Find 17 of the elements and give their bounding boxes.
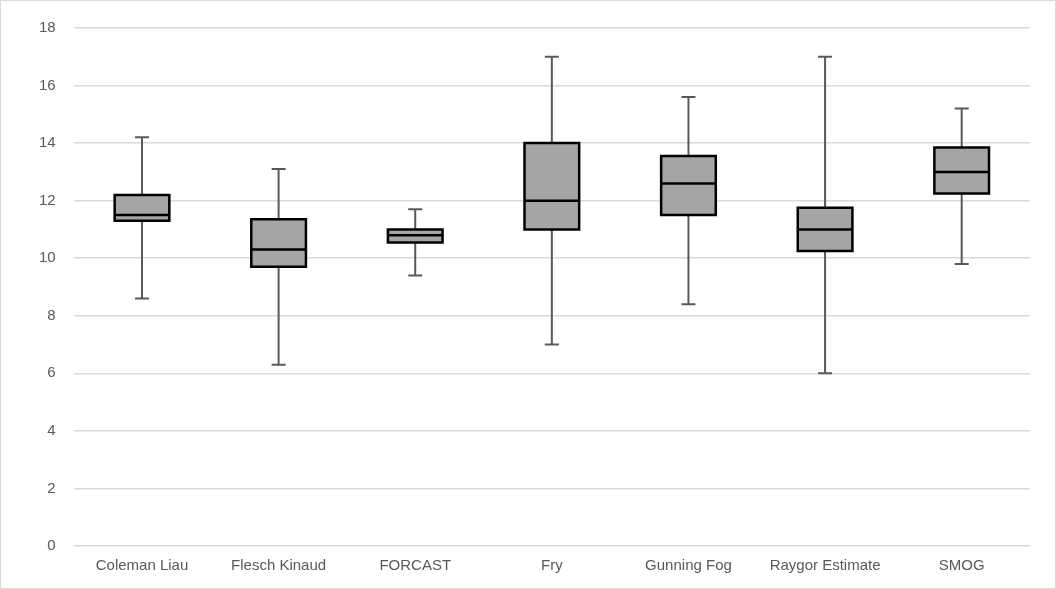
x-tick-label: Raygor Estimate [769, 556, 881, 574]
x-tick-label: Fry [541, 556, 564, 574]
x-tick-label: Flesch Kinaud [231, 556, 327, 574]
x-tick-label: Gunning Fog [645, 556, 732, 574]
y-tick-label: 2 [47, 478, 56, 496]
y-tick-label: 0 [47, 536, 56, 554]
y-tick-label: 18 [39, 18, 56, 36]
y-tick-label: 12 [39, 190, 56, 208]
y-tick-label: 10 [39, 248, 56, 266]
y-tick-label: 4 [47, 421, 56, 439]
x-tick-label: Coleman Liau [95, 556, 189, 574]
y-tick-label: 16 [39, 75, 56, 93]
x-tick-label: FORCAST [379, 556, 452, 574]
y-tick-label: 14 [39, 133, 56, 151]
y-tick-label: 6 [47, 363, 56, 381]
y-tick-label: 8 [47, 305, 56, 323]
x-tick-label: SMOG [938, 556, 985, 574]
